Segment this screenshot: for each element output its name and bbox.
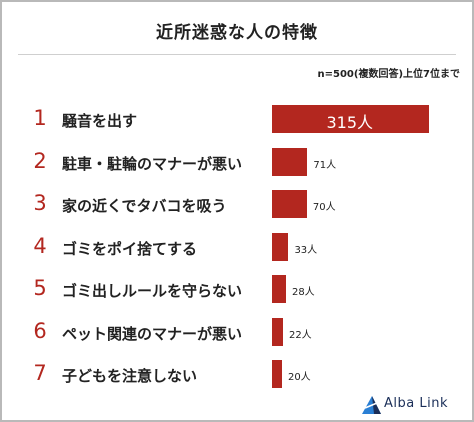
data-label: 22人: [288, 329, 312, 341]
data-label: 70人: [312, 202, 336, 213]
data-label: 28人: [291, 287, 315, 298]
alba-link-logo: [362, 396, 381, 414]
bar: [272, 275, 286, 303]
chart-subtitle: n=500(複数回答)上位7位まで: [317, 69, 460, 80]
rank-number: 1: [33, 106, 47, 130]
category-label: ゴミ出しルールを守らない: [62, 282, 243, 300]
bar: [272, 360, 282, 388]
data-label: 315人: [326, 113, 374, 132]
category-label: 騒音を出す: [62, 112, 138, 130]
data-label: 33人: [294, 244, 318, 256]
rank-number: 3: [33, 191, 47, 215]
alba-link-logo-text: Alba Link: [384, 396, 448, 411]
bar: [272, 105, 429, 133]
rank-number: 6: [33, 318, 47, 343]
alba-link-triangle-icon: [362, 396, 381, 414]
rank-number: 4: [33, 233, 47, 258]
rank-number: 7: [33, 361, 47, 385]
category-label: 子どもを注意しない: [62, 367, 198, 385]
title-divider: [18, 54, 456, 55]
data-label: 20人: [287, 372, 311, 383]
category-label: 駐車・駐輪のマナーが悪い: [62, 154, 243, 173]
bar: [272, 190, 307, 218]
chart-title: 近所迷惑な人の特徴: [156, 23, 318, 43]
bar: [272, 147, 308, 176]
rank-number: 5: [33, 276, 47, 300]
category-label: 家の近くでタバコを吸う: [62, 197, 227, 215]
bar: [272, 317, 283, 346]
rank-number: 2: [33, 148, 47, 173]
category-label: ペット関連のマナーが悪い: [62, 324, 243, 343]
bar: [272, 232, 289, 261]
category-label: ゴミをポイ捨てする: [62, 239, 198, 258]
data-label: 71人: [313, 159, 337, 171]
